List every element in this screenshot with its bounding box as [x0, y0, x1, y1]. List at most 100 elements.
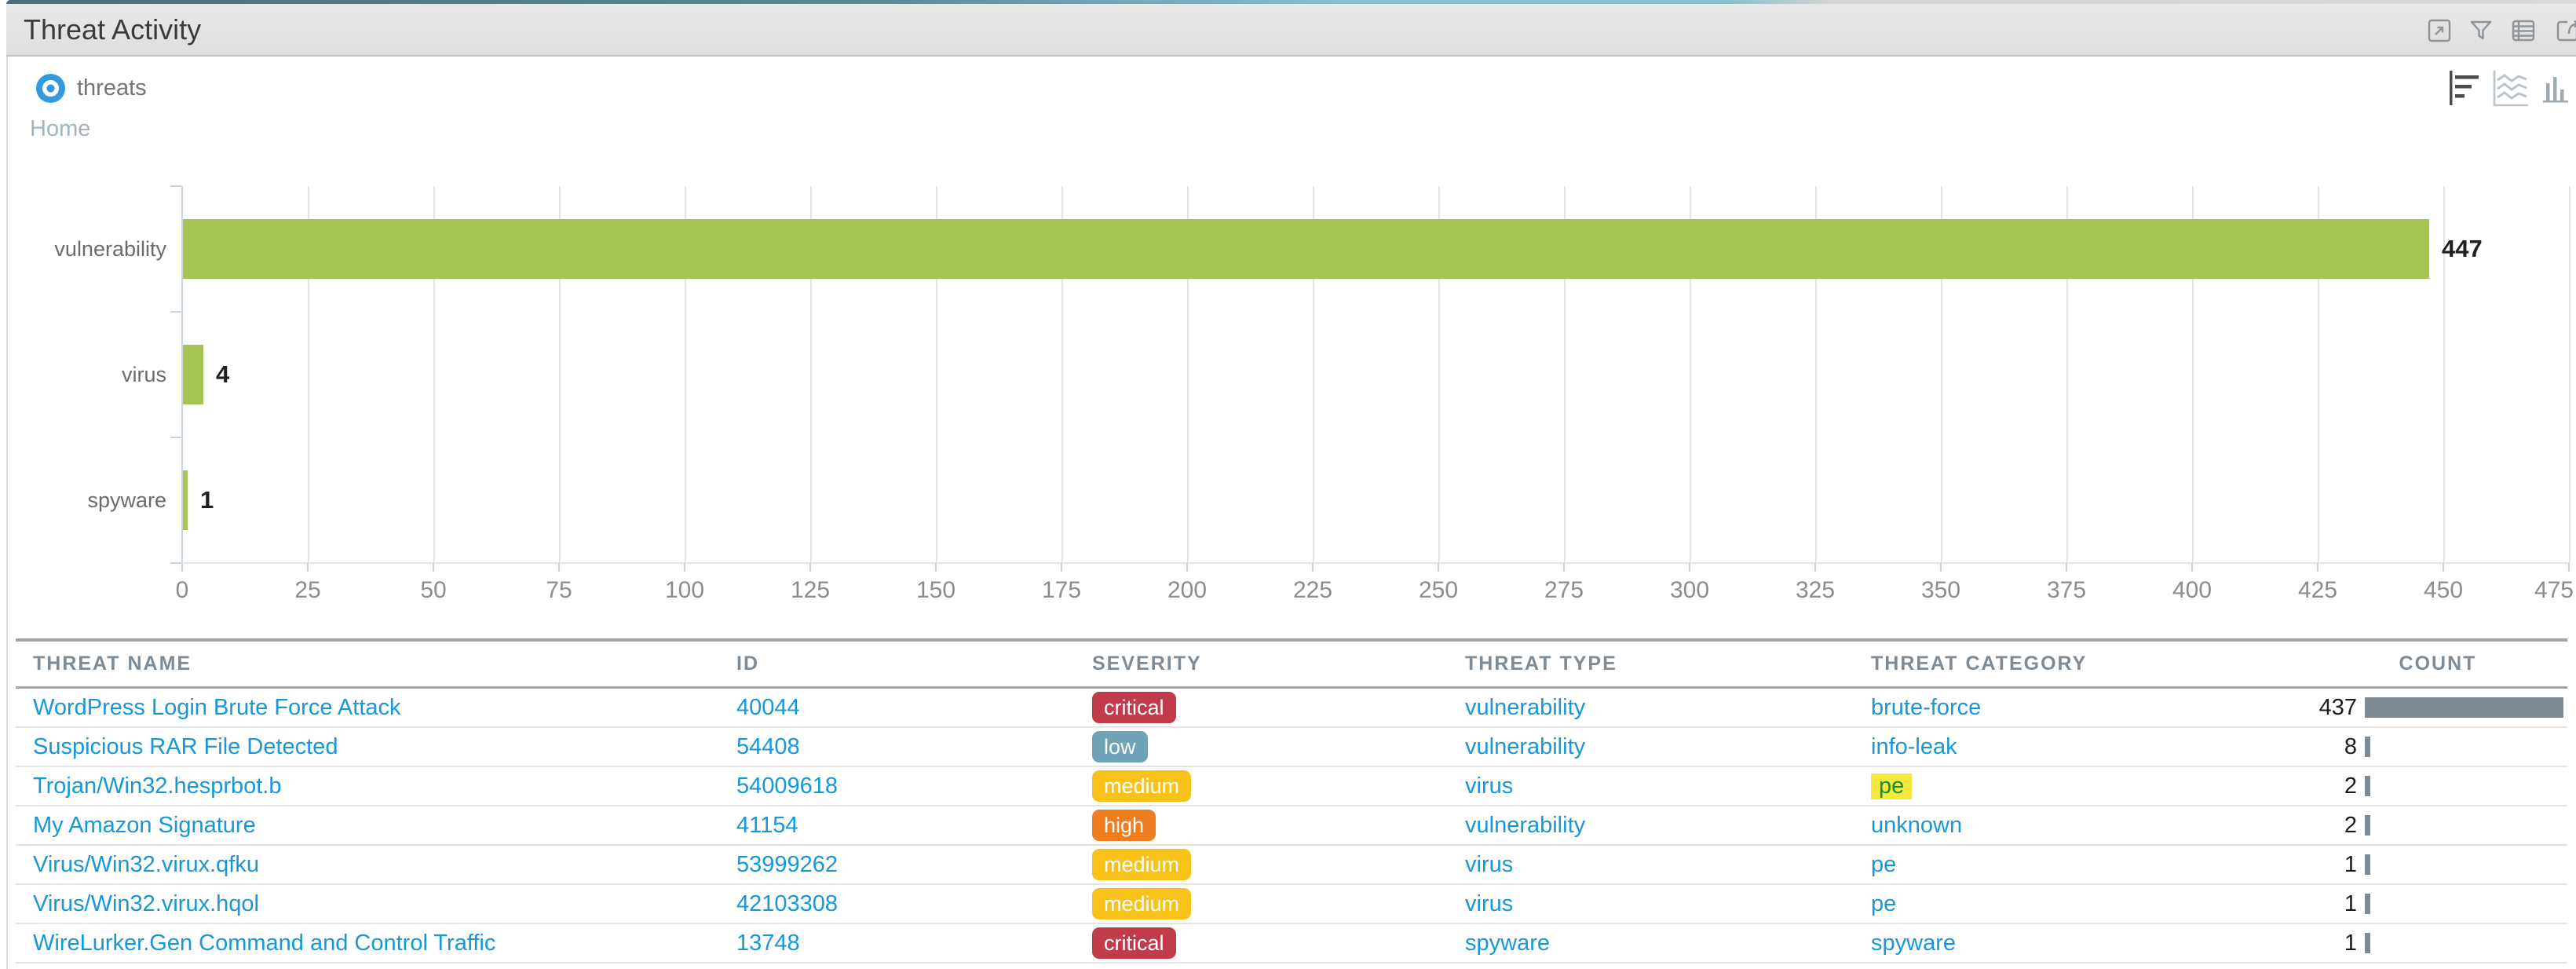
threat-id-link[interactable]: 42103308 — [736, 890, 839, 916]
threats-table-body: WordPress Login Brute Force Attack 40044 c… — [16, 689, 2567, 964]
table-row: WordPress Login Brute Force Attack 40044 c… — [16, 689, 2567, 728]
severity-badge-medium[interactable]: medium — [1092, 770, 1192, 802]
x-axis-tick-175 — [1061, 563, 1062, 572]
threat-category-link[interactable]: spyware — [1871, 930, 1956, 956]
threat-id-link[interactable]: 53999262 — [736, 851, 839, 877]
threat-id-cell: 40044 — [736, 695, 1092, 721]
chart-bar-spyware[interactable] — [183, 470, 188, 530]
threat-name-link[interactable]: Trojan/Win32.hesprbot.b — [33, 773, 282, 799]
threat-name-cell: Virus/Win32.virux.hqol — [16, 891, 736, 917]
threats-bar-chart: vulnerability virus spyware 0 25 50 75 100 125 1… — [0, 185, 2576, 634]
severity-badge-high[interactable]: high — [1092, 810, 1156, 841]
table-view-icon[interactable] — [2510, 17, 2537, 44]
count-value: 437 — [2318, 694, 2357, 720]
count-cell: 2 — [2308, 773, 2567, 799]
breadcrumb-home-link[interactable]: Home — [30, 116, 91, 141]
threat-name-link[interactable]: WordPress Login Brute Force Attack — [33, 694, 401, 720]
widget-titlebar: Threat Activity — [6, 4, 2576, 57]
threat-category-highlighted[interactable]: pe — [1871, 773, 1913, 799]
threat-type-cell: virus — [1465, 891, 1871, 917]
threat-name-link[interactable]: Virus/Win32.virux.qfku — [33, 851, 259, 877]
threat-type-link[interactable]: vulnerability — [1465, 694, 1586, 720]
threat-name-link[interactable]: My Amazon Signature — [33, 812, 256, 838]
threat-type-link[interactable]: vulnerability — [1465, 733, 1586, 759]
x-axis-tick-400 — [2191, 563, 2193, 572]
severity-badge-medium[interactable]: medium — [1092, 888, 1192, 920]
threat-name-cell: WordPress Login Brute Force Attack — [16, 695, 736, 721]
expand-icon[interactable] — [2426, 17, 2453, 44]
threat-category-link[interactable]: pe — [1871, 890, 1897, 916]
threats-table-header: THREAT NAME ID SEVERITY THREAT TYPE THREAT C… — [16, 638, 2567, 689]
threat-id-link[interactable]: 54408 — [736, 733, 800, 759]
severity-badge-critical[interactable]: critical — [1092, 927, 1176, 959]
horizontal-bar-chart-icon[interactable] — [2448, 69, 2481, 107]
threat-type-cell: vulnerability — [1465, 813, 1871, 839]
count-value: 8 — [2344, 733, 2357, 759]
threat-id-link[interactable]: 54009618 — [736, 773, 839, 799]
x-tick-label-375: 375 — [2046, 577, 2087, 603]
threat-category-cell: spyware — [1871, 931, 2308, 956]
chart-gridline-450 — [2443, 186, 2445, 563]
threat-category-link[interactable]: unknown — [1871, 812, 1963, 838]
x-axis-tick-325 — [1814, 563, 1816, 572]
count-mini-bar — [2365, 737, 2370, 757]
threat-category-link[interactable]: info-leak — [1871, 733, 1957, 759]
x-axis-tick-150 — [935, 563, 937, 572]
threat-type-link[interactable]: spyware — [1465, 930, 1550, 956]
threat-type-cell: vulnerability — [1465, 734, 1871, 760]
threat-id-link[interactable]: 13748 — [736, 930, 800, 956]
x-tick-label-25: 25 — [294, 577, 321, 603]
x-tick-label-75: 75 — [546, 577, 572, 603]
threat-category-link[interactable]: pe — [1871, 851, 1897, 877]
widget-left-border — [6, 57, 8, 969]
chart-bar-vulnerability[interactable] — [183, 219, 2429, 279]
threat-name-link[interactable]: Virus/Win32.virux.hqol — [33, 890, 259, 916]
threat-name-cell: WireLurker.Gen Command and Control Traff… — [16, 931, 736, 956]
severity-badge-low[interactable]: low — [1092, 731, 1148, 762]
severity-badge-critical[interactable]: critical — [1092, 692, 1176, 723]
x-tick-label-125: 125 — [790, 577, 831, 603]
threat-type-link[interactable]: virus — [1465, 851, 1514, 877]
x-tick-label-425: 425 — [2297, 577, 2338, 603]
threat-id-cell: 53999262 — [736, 852, 1092, 878]
widget-title: Threat Activity — [24, 13, 202, 46]
chart-gridline-275 — [1564, 186, 1566, 563]
threats-radio-button[interactable] — [36, 74, 65, 103]
x-tick-label-100: 100 — [664, 577, 705, 603]
filter-icon[interactable] — [2468, 17, 2494, 44]
chart-bar-virus[interactable] — [183, 345, 203, 404]
count-cell: 2 — [2308, 813, 2567, 839]
threat-id-link[interactable]: 40044 — [736, 694, 800, 720]
column-header-threat-type: THREAT TYPE — [1465, 653, 1617, 675]
column-chart-icon[interactable] — [2541, 74, 2570, 107]
chart-gridline-125 — [810, 186, 812, 563]
threat-id-link[interactable]: 41154 — [736, 812, 798, 838]
threat-name-link[interactable]: WireLurker.Gen Command and Control Traff… — [33, 930, 496, 956]
threat-name-link[interactable]: Suspicious RAR File Detected — [33, 733, 338, 759]
column-header-severity: SEVERITY — [1092, 653, 1202, 675]
threat-category-cell: pe — [1871, 891, 2308, 917]
x-tick-label-175: 175 — [1041, 577, 1082, 603]
export-icon[interactable] — [2554, 17, 2576, 44]
count-mini-bar — [2365, 854, 2370, 875]
severity-badge-medium[interactable]: medium — [1092, 849, 1192, 880]
chart-gridline-150 — [936, 186, 937, 563]
chart-y-axis-labels: vulnerability virus spyware — [0, 186, 166, 563]
threat-type-link[interactable]: virus — [1465, 773, 1514, 799]
chart-gridline-475 — [2569, 186, 2571, 563]
threats-radio-label[interactable]: threats — [77, 75, 147, 101]
table-row: WireLurker.Gen Command and Control Traff… — [16, 924, 2567, 964]
y-axis-tick-end — [170, 562, 181, 564]
area-chart-icon[interactable] — [2490, 69, 2530, 108]
x-tick-label-350: 350 — [1920, 577, 1961, 603]
threat-type-link[interactable]: vulnerability — [1465, 812, 1586, 838]
count-mini-bar — [2365, 815, 2370, 836]
threat-type-link[interactable]: virus — [1465, 890, 1514, 916]
chart-gridline-200 — [1187, 186, 1189, 563]
column-header-count: COUNT — [2399, 653, 2477, 675]
x-tick-label-325: 325 — [1795, 577, 1836, 603]
count-value: 2 — [2344, 773, 2357, 799]
threat-category-link[interactable]: brute-force — [1871, 694, 1982, 720]
x-axis-tick-475 — [2568, 563, 2570, 572]
